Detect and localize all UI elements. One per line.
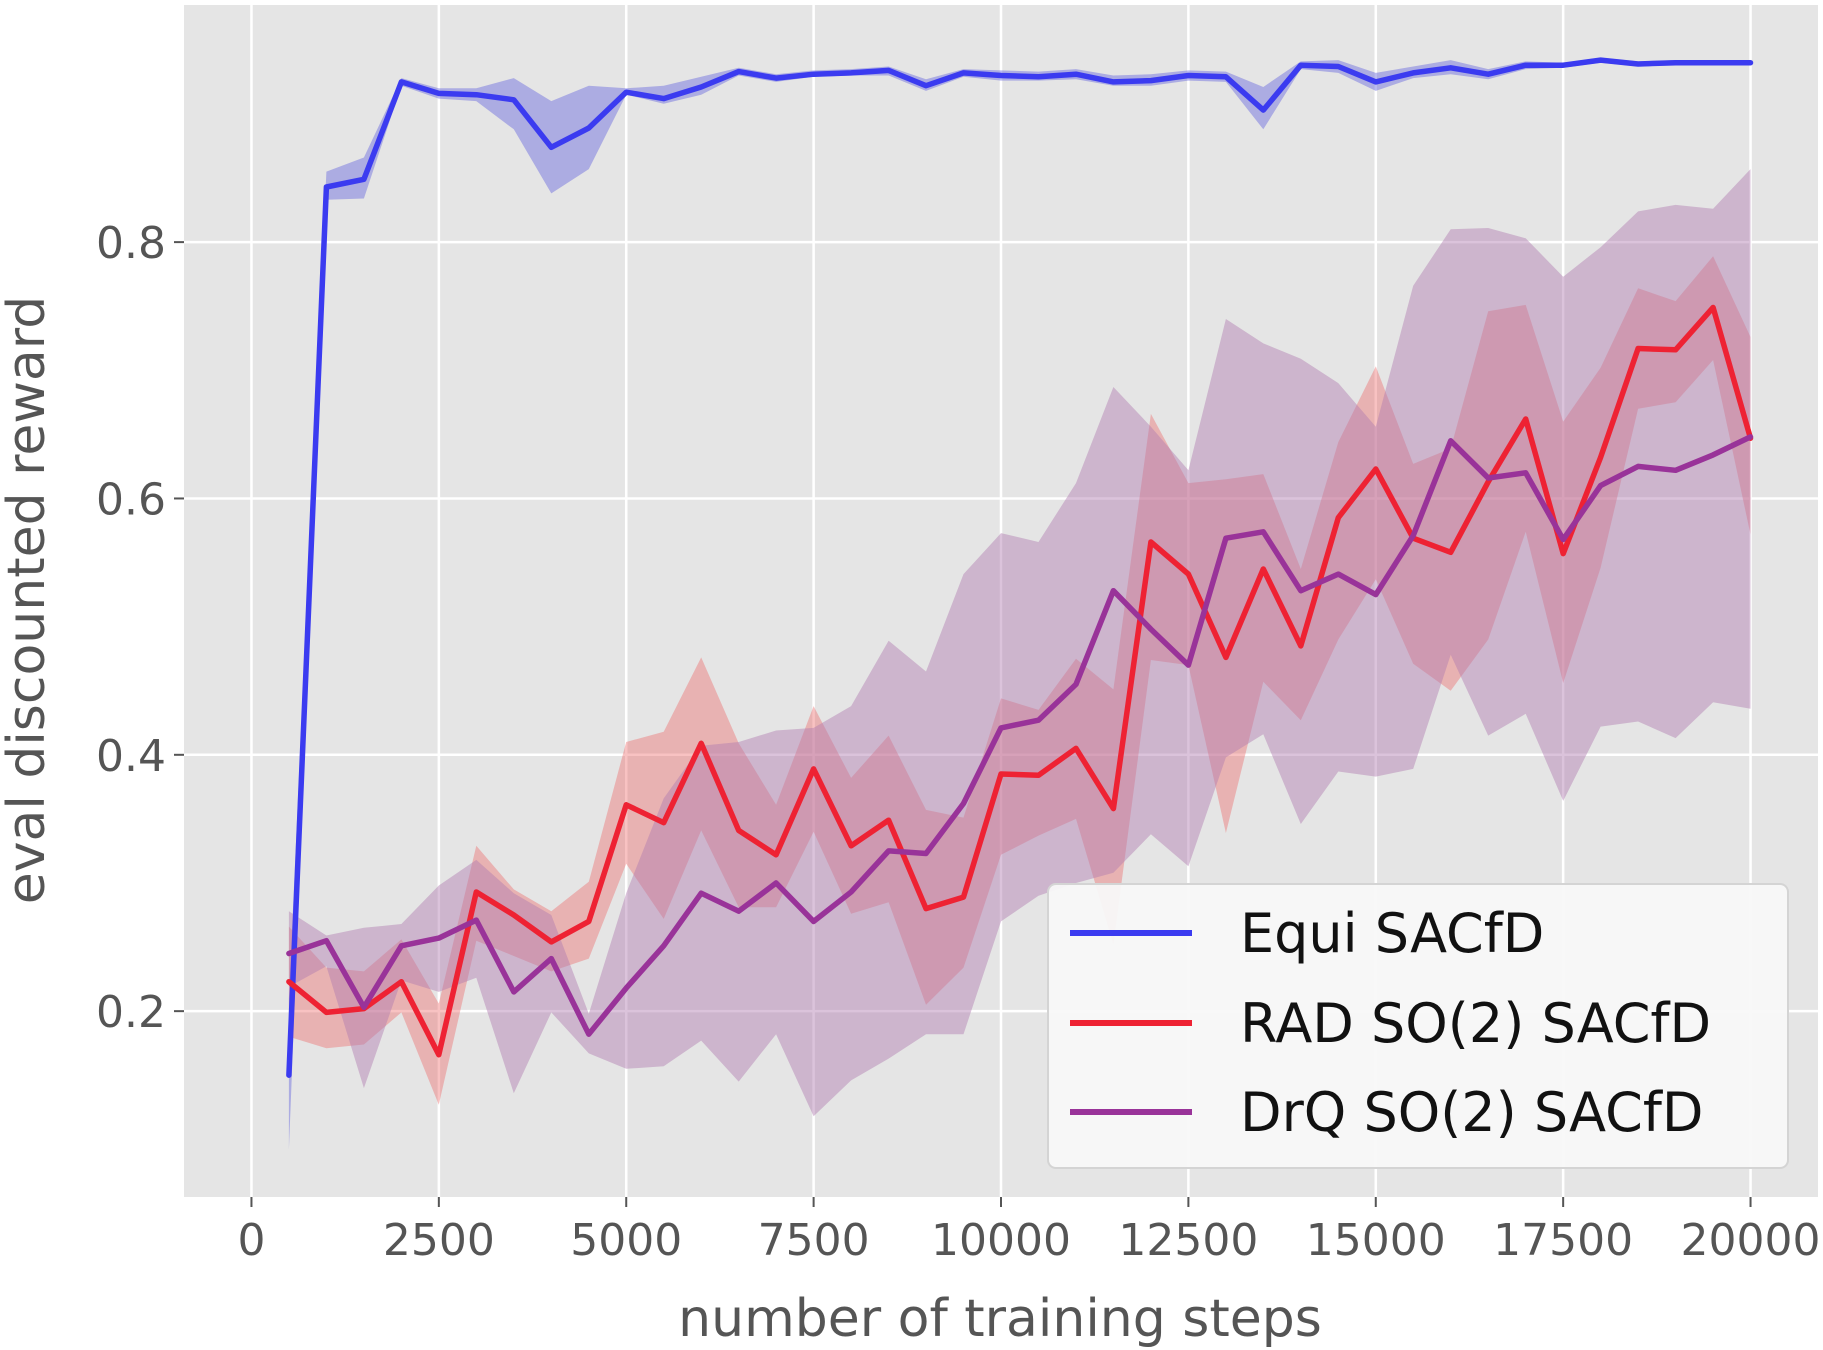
line-equi-sacfd — [286, 57, 1754, 1078]
confidence-bands — [288, 57, 1751, 1150]
x-axis-ticks: 0 2500 5000 7500 10000 12500 15000 17500 20000 — [237, 1197, 1821, 1266]
y-tick-label: 0.4 — [96, 731, 166, 782]
x-axis-label: number of training steps — [678, 1289, 1322, 1349]
y-tick-label: 0.2 — [96, 987, 166, 1038]
series-lines — [286, 57, 1754, 1078]
y-axis-ticks: 0.2 0.4 0.6 0.8 — [96, 218, 184, 1038]
x-tick-label: 12500 — [1118, 1215, 1258, 1266]
legend-box — [1047, 883, 1789, 1169]
x-tick-label: 2500 — [383, 1215, 495, 1266]
x-tick-label: 10000 — [931, 1215, 1071, 1266]
x-tick-label: 5000 — [570, 1215, 682, 1266]
legend-label-drq-so2-sacfd: DrQ SO(2) SACfD — [1240, 1081, 1703, 1144]
x-tick-label: 7500 — [758, 1215, 870, 1266]
y-axis-label: eval discounted reward — [0, 296, 57, 905]
line-drq-so-2-sacfd — [286, 434, 1754, 1037]
x-tick-label: 17500 — [1493, 1215, 1633, 1266]
band-rad-so-2-sacfd — [288, 256, 1751, 1105]
y-tick-label: 0.6 — [96, 474, 166, 525]
line-rad-so-2-sacfd — [286, 304, 1754, 1058]
legend-label-equi-sacfd: Equi SACfD — [1240, 902, 1544, 965]
y-tick-label: 0.8 — [96, 218, 166, 269]
x-tick-label: 0 — [237, 1215, 265, 1266]
x-tick-label: 15000 — [1306, 1215, 1446, 1266]
band-drq-so-2-sacfd — [288, 169, 1751, 1117]
x-tick-label: 20000 — [1681, 1215, 1821, 1266]
legend-label-rad-so2-sacfd: RAD SO(2) SACfD — [1240, 992, 1711, 1055]
legend: Equi SACfD RAD SO(2) SACfD DrQ SO(2) SAC… — [1047, 883, 1789, 1169]
